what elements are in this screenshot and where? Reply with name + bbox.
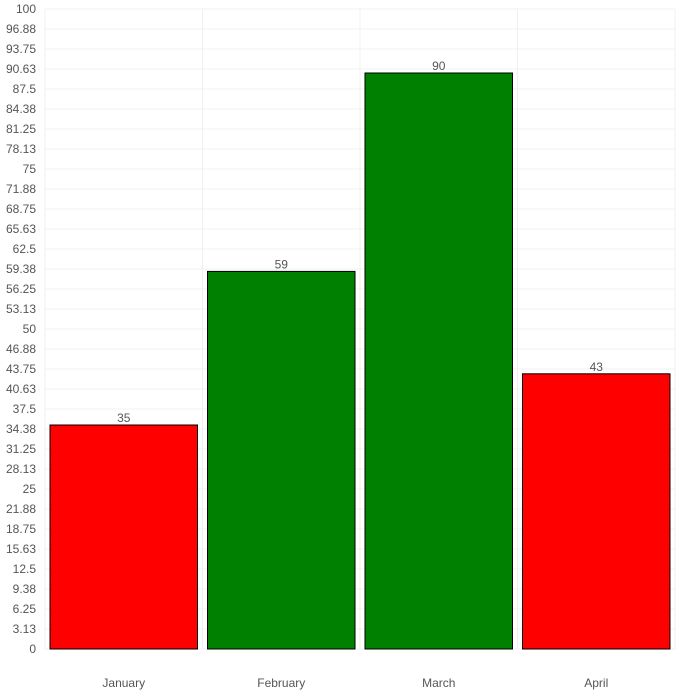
y-axis: 100 96.88 93.75 90.63 87.5 84.38 81.25 78.13 75 7…: [6, 2, 36, 656]
data-label-march: 90: [432, 59, 446, 73]
y-tick-label: 84.38: [6, 102, 36, 116]
y-tick-label: 37.5: [13, 402, 37, 416]
y-tick-label: 12.5: [13, 562, 37, 576]
y-tick-label: 3.13: [13, 622, 37, 636]
y-tick-label: 53.13: [6, 302, 36, 316]
x-axis: January February March April: [102, 676, 608, 690]
data-label-january: 35: [117, 411, 131, 425]
y-tick-label: 75: [23, 162, 37, 176]
y-tick-label: 25: [23, 482, 37, 496]
y-tick-label: 9.38: [13, 582, 37, 596]
y-tick-label: 65.63: [6, 222, 36, 236]
data-label-april: 43: [590, 360, 604, 374]
y-tick-label: 46.88: [6, 342, 36, 356]
x-tick-label-january: January: [102, 676, 145, 690]
y-tick-label: 40.63: [6, 382, 36, 396]
y-tick-label: 93.75: [6, 42, 36, 56]
data-labels: 35 59 90 43: [117, 59, 603, 425]
x-tick-label-february: February: [257, 676, 305, 690]
y-tick-label: 87.5: [13, 82, 37, 96]
y-tick-label: 34.38: [6, 422, 36, 436]
y-tick-label: 59.38: [6, 262, 36, 276]
bar-april[interactable]: [522, 373, 671, 650]
y-tick-label: 71.88: [6, 182, 36, 196]
x-tick-label-march: March: [422, 676, 455, 690]
bar-february[interactable]: [207, 270, 356, 650]
y-tick-label: 96.88: [6, 22, 36, 36]
y-tick-label: 28.13: [6, 462, 36, 476]
y-tick-label: 15.63: [6, 542, 36, 556]
y-tick-label: 0: [29, 642, 36, 656]
y-tick-label: 43.75: [6, 362, 36, 376]
bar-january[interactable]: [49, 424, 198, 650]
y-tick-label: 18.75: [6, 522, 36, 536]
y-tick-label: 78.13: [6, 142, 36, 156]
x-tick-label-april: April: [584, 676, 608, 690]
bars: [49, 72, 671, 650]
y-tick-label: 6.25: [13, 602, 37, 616]
y-tick-label: 68.75: [6, 202, 36, 216]
data-label-february: 59: [275, 257, 289, 271]
y-tick-label: 31.25: [6, 442, 36, 456]
y-tick-label: 100: [16, 2, 36, 16]
bar-march[interactable]: [364, 72, 513, 650]
y-tick-label: 81.25: [6, 122, 36, 136]
y-tick-label: 21.88: [6, 502, 36, 516]
y-tick-label: 90.63: [6, 62, 36, 76]
y-tick-label: 56.25: [6, 282, 36, 296]
y-tick-label: 62.5: [13, 242, 37, 256]
y-tick-label: 50: [23, 322, 37, 336]
